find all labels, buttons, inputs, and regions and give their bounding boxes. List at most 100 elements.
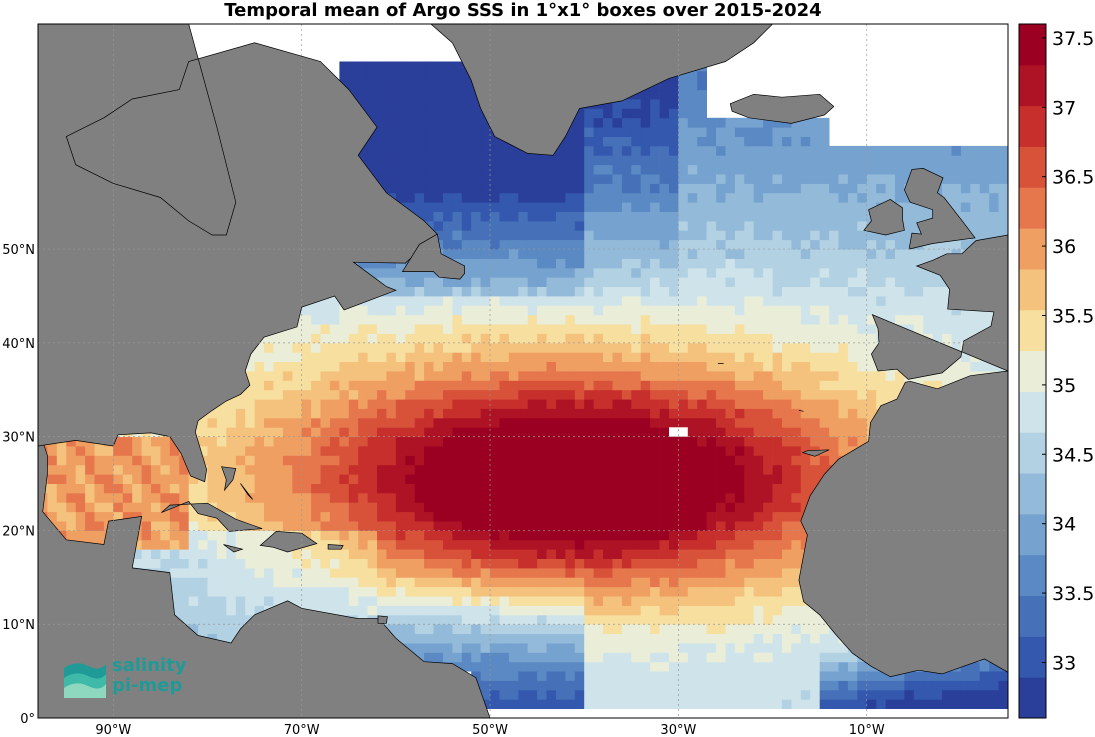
sss-cell xyxy=(527,380,538,391)
sss-cell xyxy=(593,689,604,700)
sss-cell xyxy=(669,586,679,597)
sss-cell xyxy=(669,567,679,578)
sss-cell xyxy=(621,530,632,541)
sss-cell xyxy=(669,502,679,513)
sss-cell xyxy=(518,249,529,259)
sss-cell xyxy=(556,464,566,475)
sss-cell xyxy=(687,474,698,484)
sss-cell xyxy=(716,539,726,550)
sss-cell xyxy=(405,492,416,503)
sss-cell xyxy=(47,511,58,522)
sss-cell xyxy=(395,305,406,316)
sss-cell xyxy=(216,502,227,513)
sss-cell xyxy=(791,239,802,250)
sss-cell xyxy=(678,577,689,588)
sss-cell xyxy=(857,342,868,353)
sss-cell xyxy=(716,371,726,381)
sss-cell xyxy=(669,446,679,456)
sss-cell xyxy=(480,680,491,691)
sss-cell xyxy=(669,277,679,287)
sss-cell xyxy=(753,549,764,559)
sss-cell xyxy=(273,427,284,438)
sss-cell xyxy=(857,249,868,259)
sss-cell xyxy=(358,352,368,362)
sss-cell xyxy=(847,249,858,259)
sss-cell xyxy=(847,699,858,709)
sss-cell xyxy=(716,342,726,353)
sss-cell xyxy=(866,680,877,691)
sss-cell xyxy=(367,371,378,381)
sss-cell xyxy=(772,605,783,616)
sss-cell xyxy=(725,567,736,578)
sss-cell xyxy=(490,342,500,353)
sss-cell xyxy=(838,352,849,362)
sss-cell xyxy=(282,483,293,494)
sss-cell xyxy=(254,577,265,588)
sss-cell xyxy=(367,539,378,550)
sss-cell xyxy=(659,399,670,409)
sss-cell xyxy=(414,267,425,278)
sss-cell xyxy=(226,502,237,513)
sss-cell xyxy=(753,342,764,353)
sss-cell xyxy=(659,680,670,691)
sss-cell xyxy=(763,680,773,691)
sss-cell xyxy=(301,352,312,362)
sss-cell xyxy=(85,474,95,484)
sss-cell xyxy=(433,492,444,503)
sss-cell xyxy=(725,539,736,550)
sss-cell xyxy=(301,577,312,588)
sss-cell xyxy=(556,530,566,541)
sss-cell xyxy=(565,492,576,503)
sss-cell xyxy=(706,399,717,409)
sss-cell xyxy=(640,549,651,559)
sss-cell xyxy=(461,277,472,287)
sss-cell xyxy=(744,567,755,578)
sss-cell xyxy=(273,577,284,588)
sss-cell xyxy=(339,567,350,578)
sss-cell xyxy=(490,643,500,653)
sss-cell xyxy=(443,502,453,513)
sss-cell xyxy=(669,286,679,297)
sss-cell xyxy=(772,492,783,503)
sss-cell xyxy=(669,492,679,503)
sss-cell xyxy=(348,408,359,419)
sss-cell xyxy=(414,511,425,522)
sss-cell xyxy=(584,258,594,269)
sss-cell xyxy=(744,258,755,269)
sss-cell xyxy=(885,314,896,325)
sss-cell xyxy=(866,342,877,353)
sss-cell xyxy=(706,661,717,672)
sss-cell xyxy=(264,427,274,438)
sss-cell xyxy=(311,539,321,550)
sss-cell xyxy=(443,633,453,644)
sss-cell xyxy=(518,596,529,606)
sss-cell xyxy=(226,614,237,625)
map-area[interactable] xyxy=(38,0,1095,718)
sss-cell xyxy=(706,643,717,653)
sss-cell xyxy=(763,342,773,353)
sss-cell xyxy=(640,333,651,344)
sss-cell xyxy=(565,605,576,616)
sss-cell xyxy=(292,596,303,606)
sss-cell xyxy=(621,483,632,494)
sss-cell xyxy=(640,596,651,606)
sss-cell xyxy=(424,333,434,344)
sss-cell xyxy=(358,371,368,381)
sss-cell xyxy=(461,577,472,588)
sss-cell xyxy=(424,427,434,438)
sss-cell xyxy=(584,305,594,316)
sss-cell xyxy=(734,380,745,391)
sss-cell xyxy=(753,371,764,381)
sss-cell xyxy=(311,567,321,578)
sss-cell xyxy=(424,549,434,559)
sss-cell xyxy=(292,436,303,447)
sss-cell xyxy=(574,277,585,287)
sss-cell xyxy=(621,446,632,456)
sss-cell xyxy=(895,258,905,269)
sss-cell xyxy=(960,361,971,372)
sss-cell xyxy=(254,371,265,381)
sss-cell xyxy=(838,389,849,400)
sss-cell xyxy=(791,417,802,428)
sss-cell xyxy=(678,474,689,484)
sss-cell xyxy=(565,633,576,644)
